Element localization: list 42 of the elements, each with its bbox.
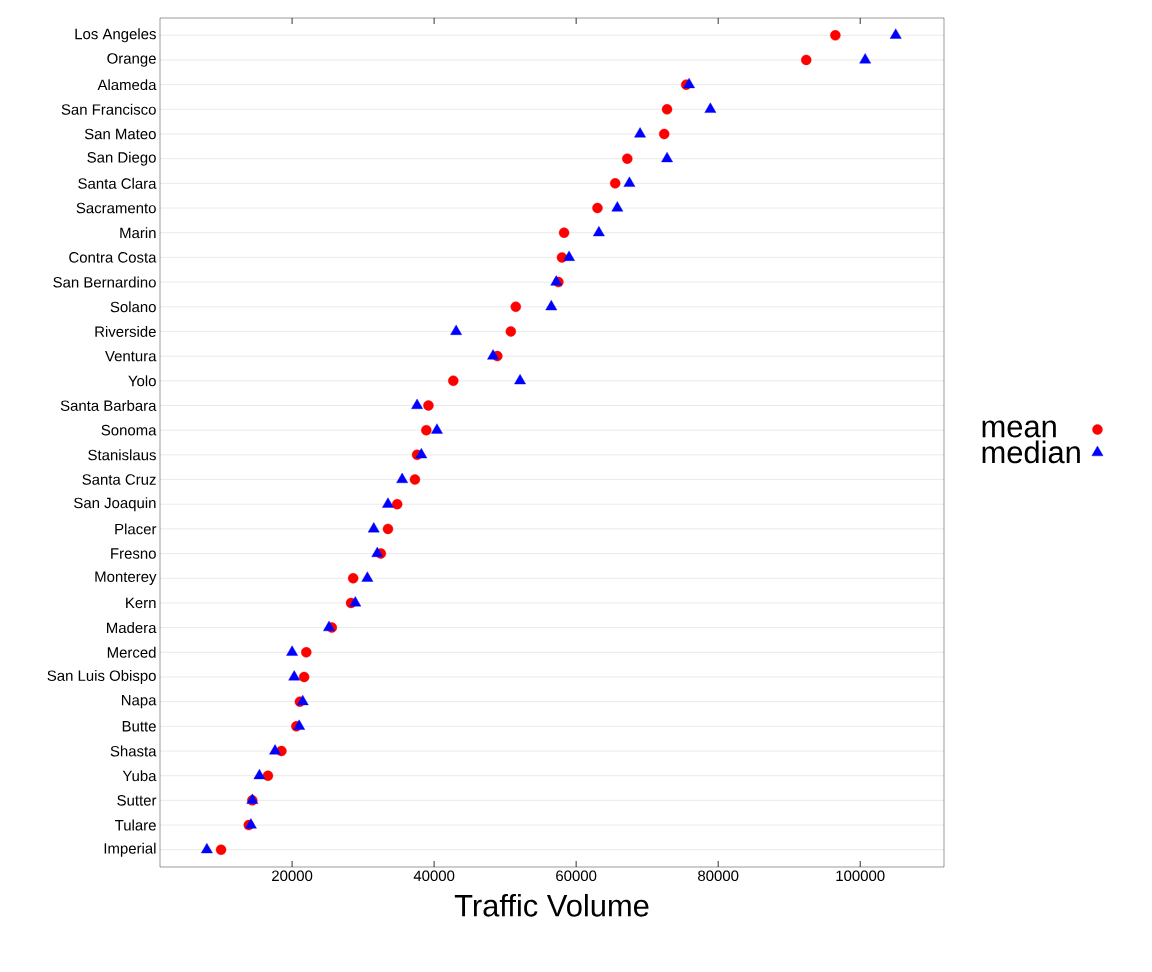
x-tick-label: 100000	[836, 870, 885, 882]
y-tick-label: Riverside	[95, 325, 156, 337]
x-tick-label: 60000	[556, 870, 597, 882]
y-tick-label: Santa Clara	[78, 177, 157, 189]
y-tick-label: San Joaquin	[74, 497, 156, 512]
y-tick-label: Orange	[107, 53, 156, 67]
y-tick-label: Stanislaus	[88, 449, 156, 461]
y-tick-label: Napa	[121, 694, 157, 709]
legend-label: mean	[982, 420, 1056, 438]
y-tick-label: Butte	[122, 721, 156, 732]
y-tick-label: Madera	[107, 622, 157, 634]
y-tick-label: Santa Barbara	[60, 400, 157, 411]
y-tick-label: Shasta	[110, 745, 157, 757]
y-tick-label: Santa Cruz	[82, 474, 156, 485]
y-tick-label: Sonoma	[101, 424, 157, 436]
y-tick-label: Marin	[120, 227, 156, 239]
y-tick-label: San Luis Obispo	[47, 670, 156, 684]
y-tick-label: Los Angeles	[75, 28, 156, 43]
x-tick-label: 20000	[272, 870, 313, 882]
y-tick-label: Alameda	[97, 79, 157, 91]
y-tick-label: Sutter	[117, 795, 157, 806]
y-tick-label: San Mateo	[84, 128, 156, 140]
y-tick-label: Yolo	[128, 375, 156, 387]
x-axis-title: Traffic Volume	[454, 893, 649, 917]
y-tick-label: Kern	[126, 597, 156, 609]
y-tick-label: Placer	[115, 523, 157, 535]
y-tick-label: Merced	[107, 646, 156, 658]
y-tick-label: Sacramento	[76, 202, 156, 214]
y-tick-label: Yuba	[122, 770, 157, 782]
legend-label: median	[982, 440, 1080, 464]
y-tick-label: Imperial	[104, 842, 156, 857]
y-tick-label: Fresno	[111, 548, 156, 559]
y-tick-label: Solano	[110, 301, 156, 313]
x-tick-label: 80000	[698, 870, 739, 882]
y-tick-label: Ventura	[105, 350, 157, 362]
y-tick-label: Contra Costa	[69, 252, 157, 263]
x-tick-label: 40000	[413, 870, 455, 882]
y-tick-label: San Francisco	[61, 103, 156, 115]
y-tick-label: Monterey	[95, 571, 157, 585]
y-tick-label: San Diego	[87, 151, 156, 166]
y-tick-label: Tulare	[115, 819, 156, 831]
y-tick-label: San Bernardino	[53, 276, 156, 288]
